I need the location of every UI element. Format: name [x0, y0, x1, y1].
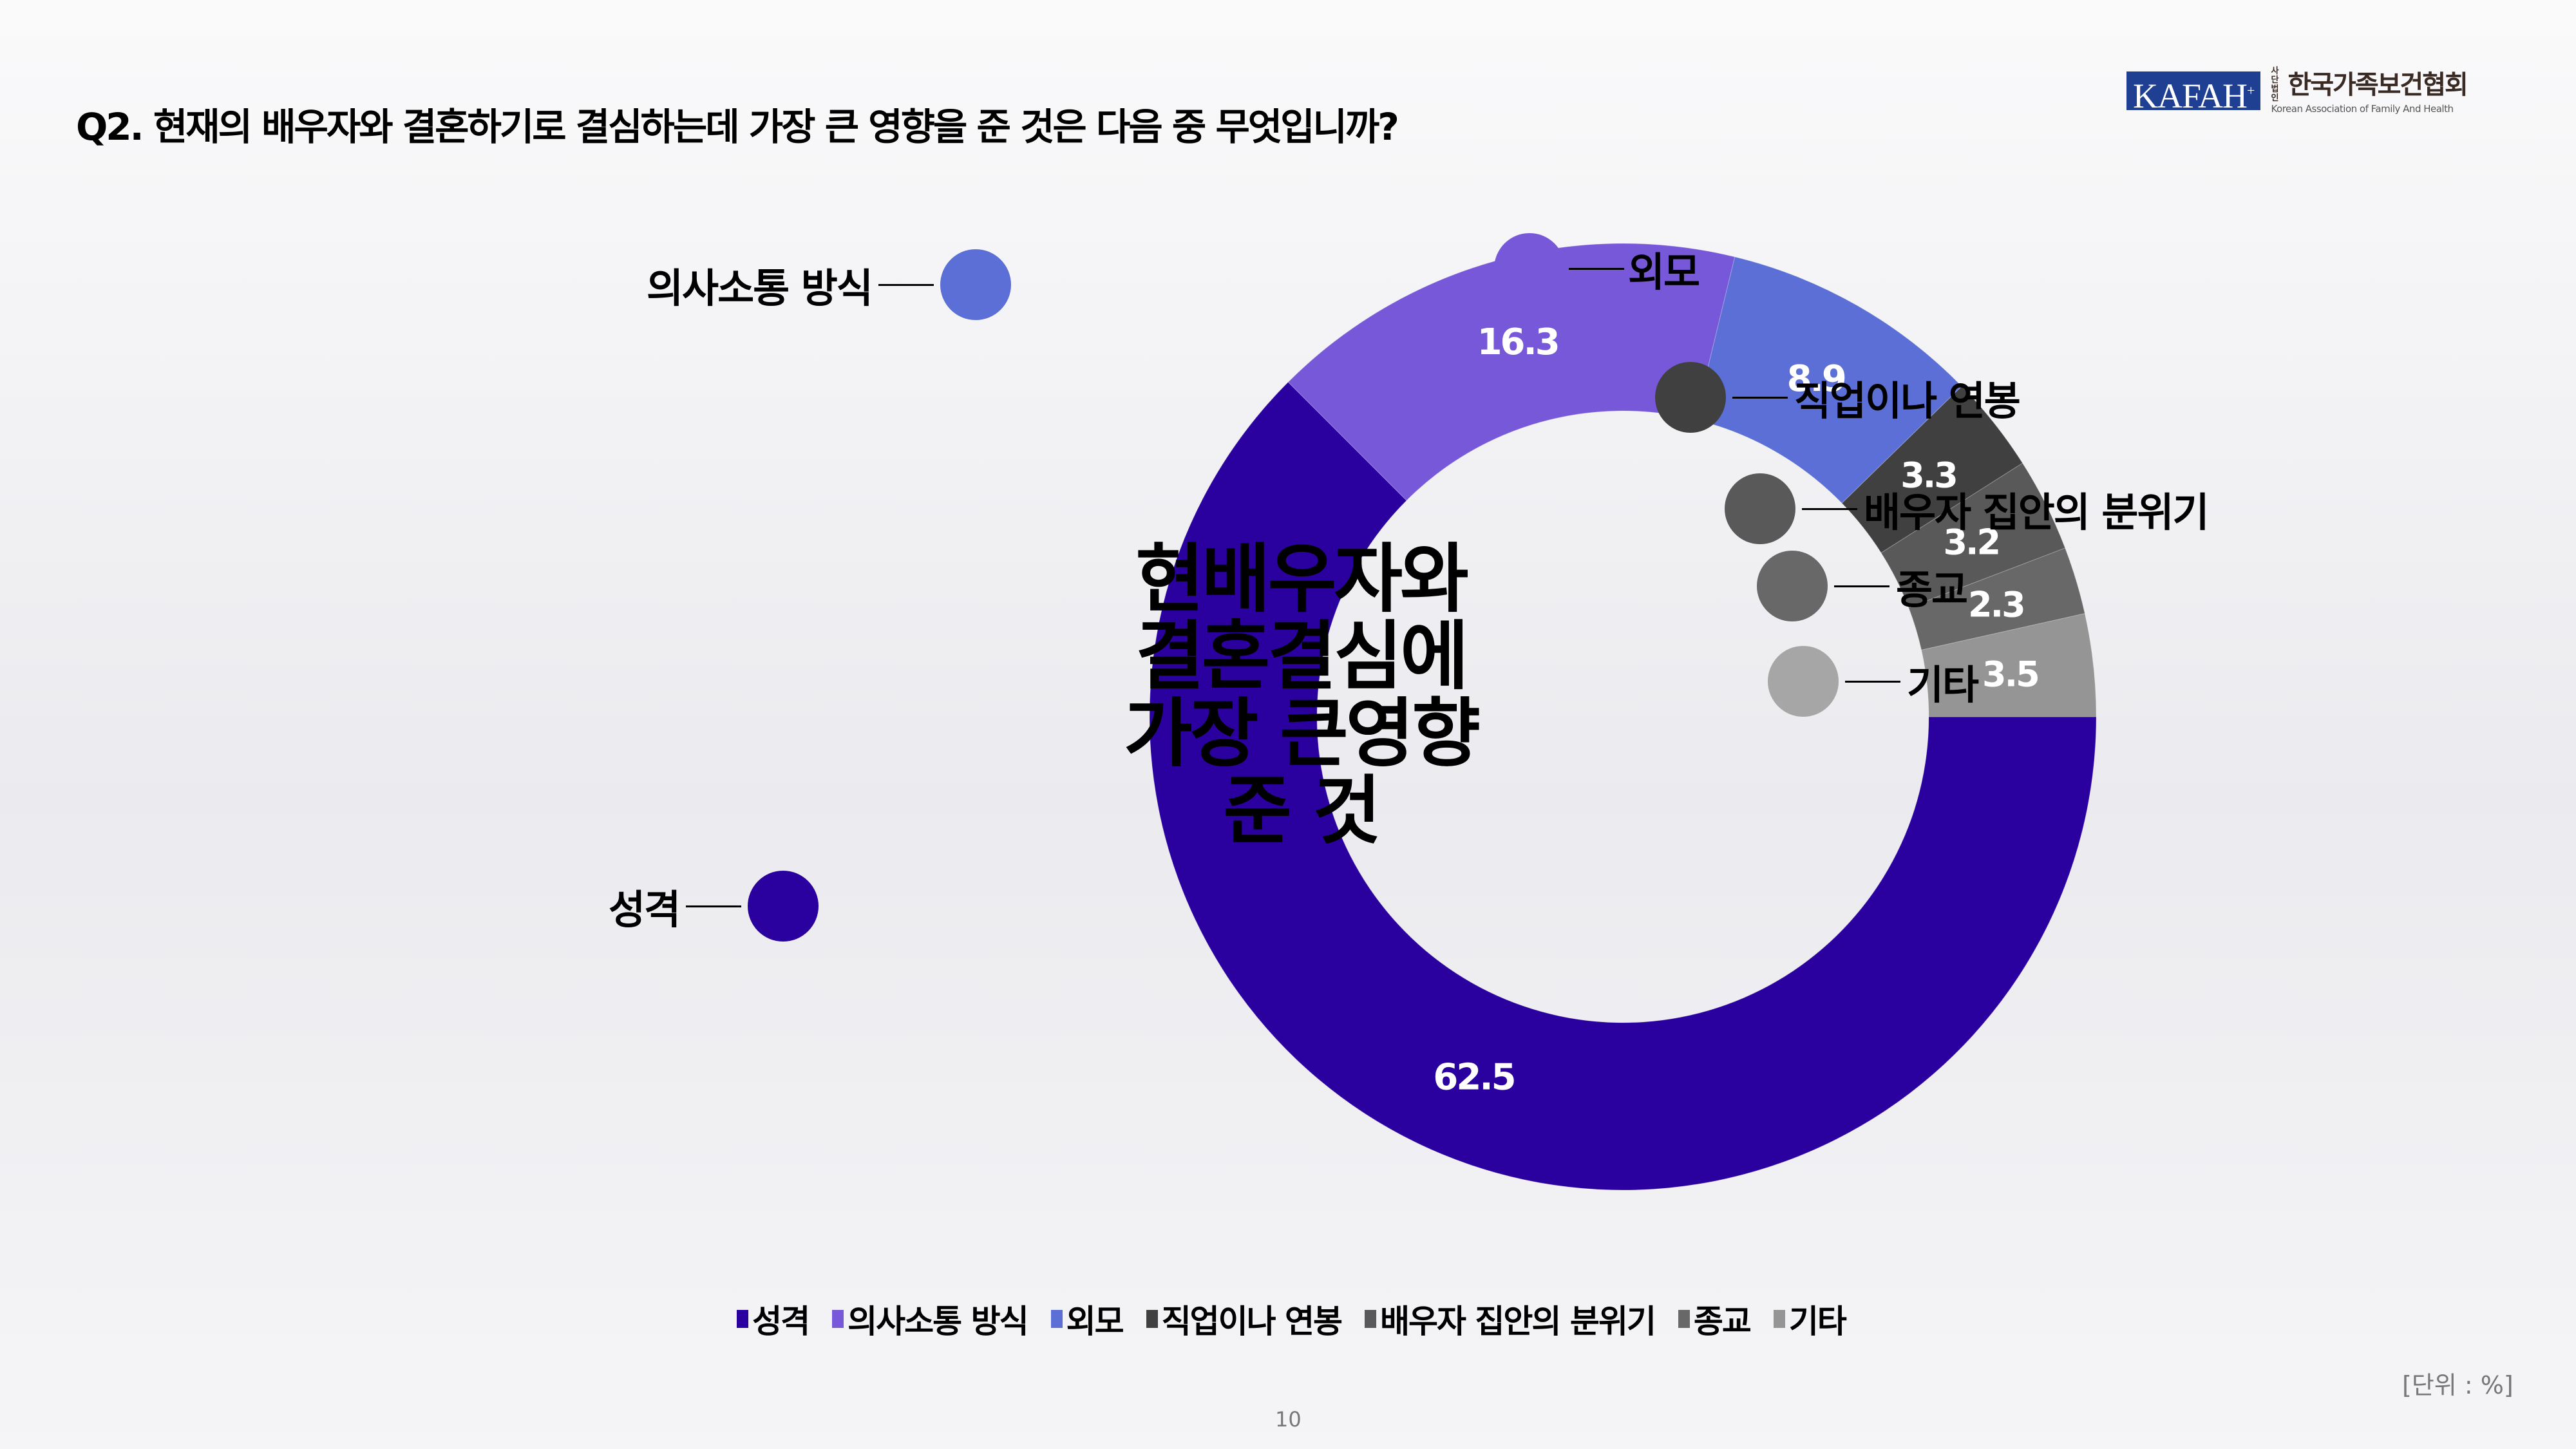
legend-item-personality: 성격 [737, 1296, 810, 1342]
callout-communication: 의사소통 방식 [647, 249, 1011, 320]
marker-dot-icon [940, 249, 1011, 320]
slice-value-label: 3.3 [1900, 455, 1956, 496]
legend-label: 배우자 집안의 분위기 [1380, 1303, 1656, 1340]
logo-org-type-top: 사단 [2271, 66, 2279, 85]
slice-value-label: 8.9 [1787, 358, 1845, 400]
logo-org-type-bottom: 법인 [2271, 84, 2279, 103]
slice-value-label: 3.5 [1982, 654, 2038, 695]
legend-item-appearance: 외모 [1050, 1296, 1124, 1342]
logo-text: 사단 법인 한국가족보건협회 Korean Association of Fam… [2271, 67, 2468, 115]
callout-label: 직업이나 연봉 [1794, 377, 2021, 424]
center-label-line: 결혼결심에 [1135, 613, 1469, 700]
logo-name-en: Korean Association of Family And Health [2271, 103, 2454, 115]
donut-slice [1920, 613, 2097, 717]
slice-value-label: 3.2 [1943, 522, 1999, 563]
page-number: 10 [1275, 1407, 1302, 1432]
leader-line [1732, 396, 1788, 399]
marker-dot-icon [1768, 646, 1839, 717]
legend-label: 의사소통 방식 [848, 1303, 1028, 1340]
callout-other: 기타 [1768, 646, 1979, 717]
slice-value-label: 2.3 [1968, 585, 2024, 625]
slice-value-label: 16.3 [1477, 321, 1558, 363]
page-title: Q2. 현재의 배우자와 결혼하기로 결심하는데 가장 큰 영향을 준 것은 다… [76, 105, 1399, 149]
callout-appearance: 외모 [1494, 233, 1700, 304]
logo-mark: KAFAH+ [2126, 71, 2261, 115]
legend-item-religion: 종교 [1678, 1296, 1752, 1342]
chart-legend: 성격 의사소통 방식 외모 직업이나 연봉 배우자 집안의 분위기 종교 기타 [0, 1296, 2576, 1342]
legend-swatch-icon [1365, 1310, 1376, 1328]
callout-personality: 성격 [609, 871, 819, 942]
logo-org-type: 사단 법인 [2271, 67, 2285, 103]
legend-label: 직업이나 연봉 [1161, 1303, 1343, 1340]
center-label-line: 준 것 [1223, 768, 1381, 855]
legend-item-communication: 의사소통 방식 [832, 1296, 1029, 1342]
kafah-logo: KAFAH+ 사단 법인 한국가족보건협회 Korean Association… [2126, 67, 2468, 115]
callout-label: 의사소통 방식 [647, 265, 873, 312]
callout-label: 기타 [1907, 661, 1979, 708]
marker-dot-icon [1725, 473, 1795, 544]
donut-center-label: 현배우자와 결혼결심에 가장 큰영향 준 것 [1043, 541, 1558, 850]
legend-swatch-icon [1146, 1310, 1158, 1328]
donut-slice [1908, 547, 2085, 650]
legend-label: 외모 [1066, 1303, 1124, 1340]
callout-religion: 종교 [1757, 551, 1968, 621]
callout-label: 배우자 집안의 분위기 [1864, 489, 2210, 536]
marker-dot-icon [748, 871, 819, 942]
leader-line [1569, 267, 1624, 270]
callout-label: 외모 [1628, 249, 1700, 296]
center-label-line: 가장 큰영향 [1124, 690, 1481, 777]
slice-value-label: 62.5 [1433, 1057, 1514, 1099]
legend-item-spouse-family: 배우자 집안의 분위기 [1365, 1296, 1656, 1342]
unit-note: [단위 : %] [2402, 1371, 2514, 1399]
legend-item-other: 기타 [1773, 1296, 1847, 1342]
legend-label: 성격 [752, 1303, 810, 1340]
legend-swatch-icon [1773, 1310, 1785, 1328]
legend-label: 종교 [1693, 1303, 1752, 1340]
callout-label: 종교 [1896, 566, 1968, 613]
center-label-line: 현배우자와 [1135, 536, 1469, 623]
logo-name-ko: 한국가족보건협회 [2287, 70, 2468, 100]
legend-swatch-icon [737, 1310, 749, 1328]
leader-line [1834, 585, 1889, 587]
logo-mark-sup: + [2247, 82, 2255, 99]
legend-label: 기타 [1788, 1303, 1847, 1340]
callout-label: 성격 [609, 886, 681, 933]
legend-item-job-salary: 직업이나 연봉 [1146, 1296, 1343, 1342]
donut-slice [1694, 256, 1962, 504]
marker-dot-icon [1494, 233, 1565, 304]
leader-line [1802, 507, 1857, 510]
callout-spouse-family: 배우자 집안의 분위기 [1725, 473, 2210, 544]
donut-slice [1287, 243, 1736, 501]
legend-swatch-icon [1050, 1310, 1063, 1328]
marker-dot-icon [1757, 551, 1828, 621]
leader-line [1845, 680, 1900, 683]
leader-line [878, 283, 934, 286]
legend-swatch-icon [1678, 1310, 1690, 1328]
leader-line [686, 905, 742, 907]
callout-job-salary: 직업이나 연봉 [1655, 362, 2021, 433]
donut-slice [1149, 381, 2097, 1191]
logo-mark-text: KAFAH [2133, 77, 2248, 115]
legend-swatch-icon [832, 1310, 844, 1328]
marker-dot-icon [1655, 362, 1726, 433]
